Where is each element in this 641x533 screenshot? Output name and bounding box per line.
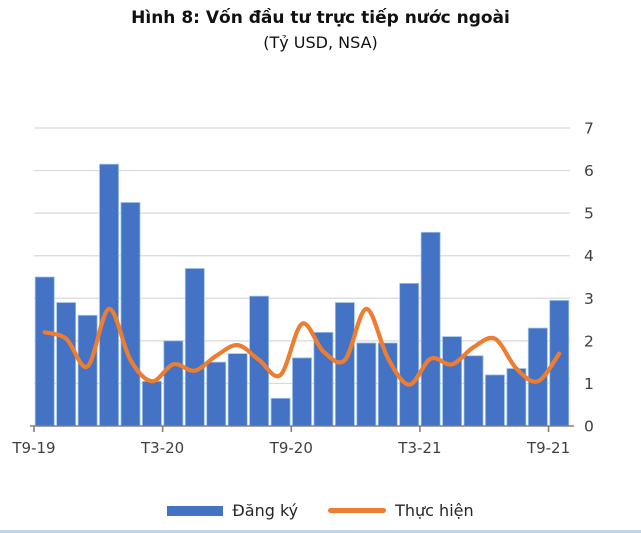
bar-T2-20: [141, 380, 162, 427]
svg-text:T9-20: T9-20: [269, 439, 313, 457]
bar-T2-21: [399, 282, 420, 427]
chart-canvas: 0 1 2 3 4 5 6 7 T9-19 T3-20 T9-20 T3-21 T9-21: [11, 120, 594, 458]
svg-text:2: 2: [584, 332, 594, 350]
bar-T12-19: [99, 163, 119, 427]
bar-T3-21: [420, 231, 441, 427]
chart-header: Hình 8: Vốn đầu tư trực tiếp nước ngoài …: [0, 0, 641, 55]
bar-T6-21: [485, 374, 505, 427]
bar-T4-20: [184, 268, 205, 427]
bar-T10-20: [313, 331, 334, 427]
y-axis-labels: 0 1 2 3 4 5 6 7: [584, 120, 594, 436]
svg-text:T3-20: T3-20: [140, 439, 184, 457]
bar-T1-20: [120, 202, 141, 427]
bar-T3-20: [163, 340, 184, 427]
bar-T4-21: [442, 336, 462, 427]
svg-text:6: 6: [584, 162, 594, 180]
svg-text:T9-21: T9-21: [526, 439, 570, 457]
bar-series: [34, 163, 570, 427]
bar-T9-20: [292, 357, 312, 427]
svg-text:3: 3: [584, 290, 594, 308]
chart-legend: Đăng ký Thực hiện: [0, 501, 641, 520]
x-axis: [30, 425, 574, 432]
bar-T5-21: [463, 355, 484, 427]
line-swatch-icon: [328, 508, 387, 513]
legend-label-thuc-hien: Thực hiện: [395, 501, 474, 520]
bar-T8-20: [270, 397, 291, 427]
svg-text:1: 1: [584, 375, 594, 393]
legend-item-thuc-hien: Thực hiện: [328, 501, 474, 520]
svg-text:4: 4: [584, 247, 594, 265]
bar-T5-20: [206, 361, 227, 427]
legend-item-dang-ky: Đăng ký: [167, 501, 298, 520]
svg-text:T3-21: T3-21: [397, 439, 441, 457]
bar-T12-20: [356, 342, 377, 427]
bar-swatch-icon: [167, 505, 224, 516]
svg-text:5: 5: [584, 205, 594, 223]
bar-T9-19: [34, 276, 55, 427]
x-axis-labels: T9-19 T3-20 T9-20 T3-21 T9-21: [11, 439, 570, 457]
svg-text:7: 7: [584, 120, 594, 138]
svg-text:T9-19: T9-19: [11, 439, 55, 457]
bar-T10-19: [56, 302, 77, 427]
svg-text:0: 0: [584, 418, 594, 436]
bar-T6-20: [227, 353, 248, 427]
legend-label-dang-ky: Đăng ký: [232, 501, 299, 520]
bar-T11-19: [77, 314, 98, 427]
line-series: [42, 306, 562, 387]
chart-title: Hình 8: Vốn đầu tư trực tiếp nước ngoài: [131, 8, 510, 28]
chart-subtitle: (Tỷ USD, NSA): [263, 33, 378, 52]
